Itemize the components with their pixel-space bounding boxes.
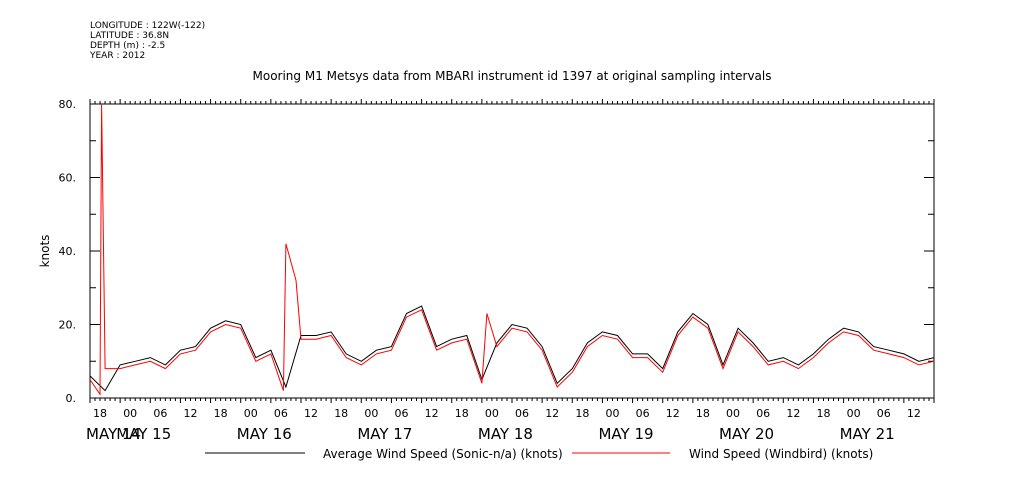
- x-hour-tick-label: 18: [575, 407, 589, 420]
- x-hour-tick-label: 12: [183, 407, 197, 420]
- x-hour-tick-label: 00: [605, 407, 619, 420]
- x-hour-tick-label: 06: [636, 407, 650, 420]
- x-hour-tick-label: 18: [455, 407, 469, 420]
- x-hour-tick-label: 18: [334, 407, 348, 420]
- x-hour-tick-label: 12: [907, 407, 921, 420]
- x-hour-tick-label: 12: [304, 407, 318, 420]
- x-day-label: MAY 14: [86, 425, 141, 443]
- y-tick-label: 20.: [59, 319, 77, 332]
- longitude-label: LONGITUDE : 122W(-122): [90, 21, 206, 31]
- x-hour-tick-label: 00: [364, 407, 378, 420]
- x-hour-tick-label: 06: [394, 407, 408, 420]
- series-average-wind-speed: [89, 305, 935, 392]
- x-hour-tick-label: 18: [93, 407, 107, 420]
- axis-ticks: [89, 99, 935, 403]
- y-axis-label: knots: [38, 235, 52, 268]
- x-hour-tick-label: 18: [214, 407, 228, 420]
- x-hour-tick-label: 12: [666, 407, 680, 420]
- y-tick-label: 80.: [59, 98, 77, 111]
- x-day-label: MAY 16: [237, 425, 292, 443]
- x-hour-tick-label: 06: [153, 407, 167, 420]
- x-day-label: MAY 20: [719, 425, 774, 443]
- x-hour-tick-label: 06: [877, 407, 891, 420]
- x-hour-tick-label: 06: [274, 407, 288, 420]
- series-windbird-wind-speed: [89, 103, 935, 396]
- x-hour-tick-label: 06: [756, 407, 770, 420]
- x-day-label: MAY 17: [357, 425, 412, 443]
- x-day-label: MAY 19: [598, 425, 653, 443]
- plot-frame: [89, 103, 935, 399]
- y-tick-label: 60.: [59, 172, 77, 185]
- legend-label: Wind Speed (Windbird) (knots): [689, 447, 873, 461]
- y-tick-labels: 0. 20. 40. 60. 80.: [59, 98, 77, 405]
- y-tick-label: 0.: [66, 392, 77, 405]
- x-day-label: MAY 21: [840, 425, 895, 443]
- x-hour-tick-label: 12: [786, 407, 800, 420]
- x-hour-tick-label: 00: [726, 407, 740, 420]
- depth-label: DEPTH (m) : -2.5: [90, 41, 166, 51]
- year-label: YEAR : 2012: [90, 51, 146, 61]
- x-hour-tick-label: 00: [244, 407, 258, 420]
- y-tick-label: 40.: [59, 245, 77, 258]
- legend-label: Average Wind Speed (Sonic-n/a) (knots): [323, 447, 563, 461]
- x-tick-labels: 18 00 06 12 18 00 06 12 18 00 06 12 18 00 06 12 18 00 06 12…: [86, 407, 921, 443]
- x-hour-tick-label: 00: [485, 407, 499, 420]
- x-day-label: MAY 18: [478, 425, 533, 443]
- x-hour-tick-label: 18: [696, 407, 710, 420]
- x-hour-tick-label: 00: [123, 407, 137, 420]
- latitude-label: LATITUDE : 36.8N: [90, 31, 170, 41]
- x-hour-tick-label: 12: [425, 407, 439, 420]
- chart-title: Mooring M1 Metsys data from MBARI instru…: [253, 69, 772, 83]
- series-group: [89, 103, 935, 396]
- metadata-block: LONGITUDE : 122W(-122) LATITUDE : 36.8N …: [90, 21, 205, 61]
- x-hour-tick-label: 00: [847, 407, 861, 420]
- x-day-label: MAY 15: [116, 425, 171, 443]
- x-hour-tick-label: 06: [515, 407, 529, 420]
- legend: Average Wind Speed (Sonic-n/a) (knots) Wi…: [205, 447, 873, 461]
- x-hour-tick-label: 18: [816, 407, 830, 420]
- x-hour-tick-label: 12: [545, 407, 559, 420]
